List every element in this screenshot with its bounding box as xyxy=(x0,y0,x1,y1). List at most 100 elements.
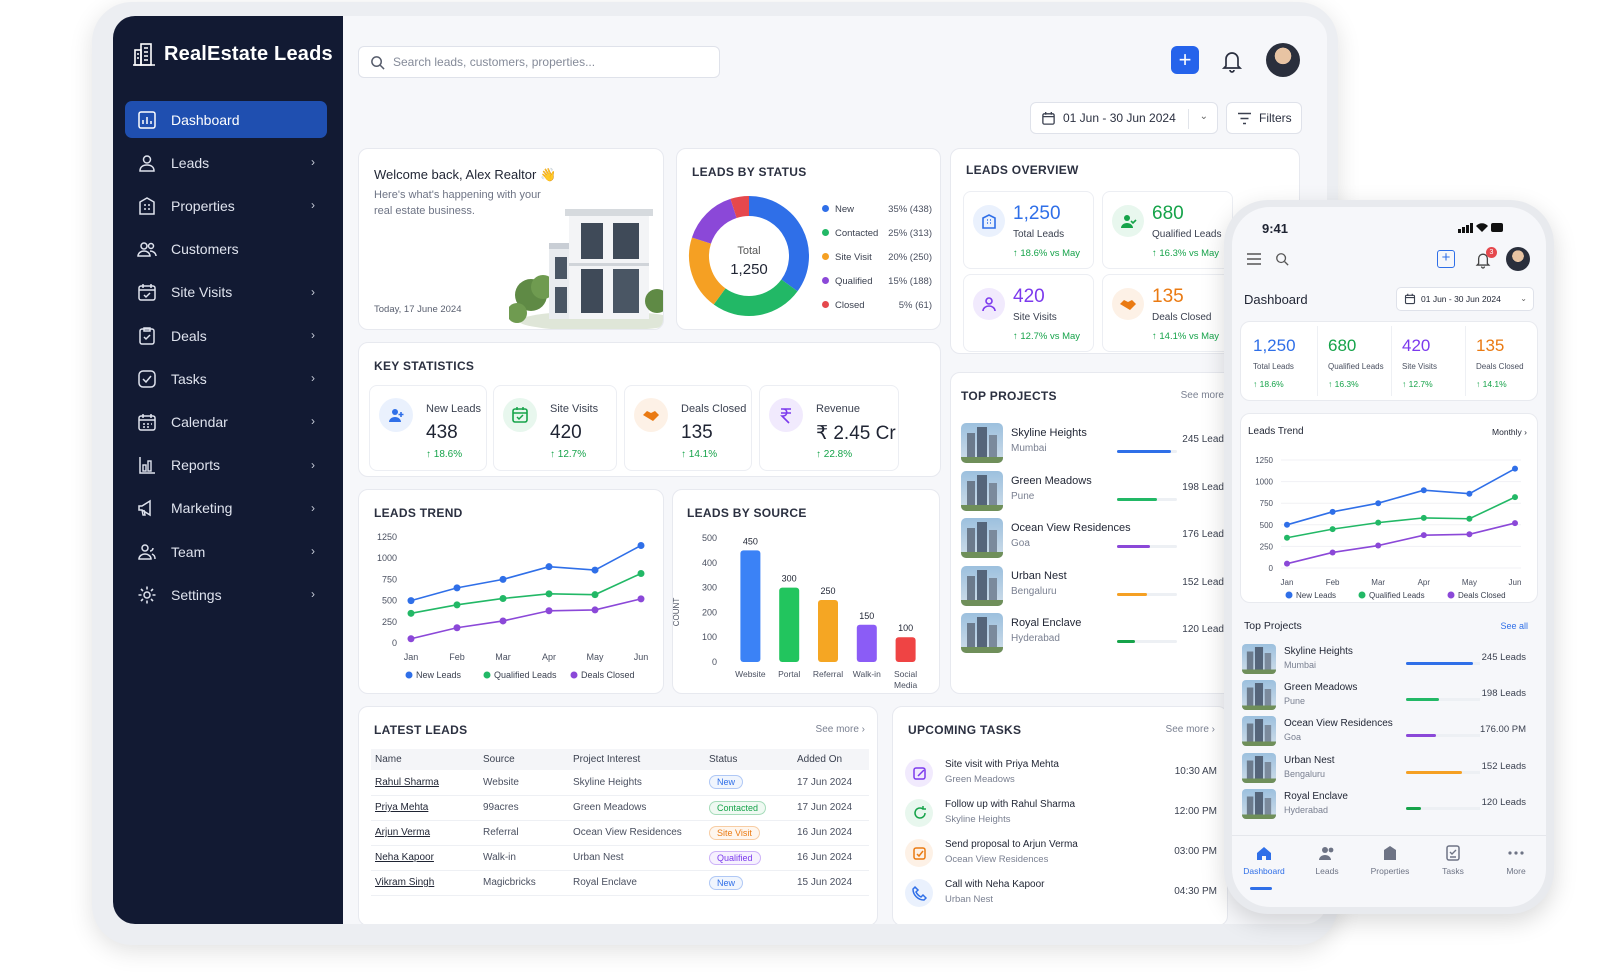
add-button[interactable]: + xyxy=(1171,46,1199,74)
project-item[interactable]: Skyline Heights Mumbai 245 Leads xyxy=(961,421,1229,465)
status-label: Closed xyxy=(835,300,865,311)
phone-see-all[interactable]: See all xyxy=(1500,621,1528,631)
project-name: Urban Nest xyxy=(1284,754,1335,766)
phone-trend-period[interactable]: Monthly › xyxy=(1492,427,1527,437)
project-city: Goa xyxy=(1284,732,1302,743)
task-item[interactable]: Follow up with Rahul Sharma Skyline Heigh… xyxy=(905,797,1217,835)
task-item[interactable]: Site visit with Priya Mehta Green Meadows… xyxy=(905,757,1217,795)
bell-icon[interactable] xyxy=(1475,251,1491,269)
phone-icon xyxy=(905,879,933,907)
overview-stat-site-visits[interactable]: 420 Site Visits ↑ 12.7% vs May xyxy=(963,274,1094,352)
date-range-picker[interactable]: 01 Jun - 30 Jun 2024 ⌄ xyxy=(1030,102,1218,134)
lead-name[interactable]: Neha Kapoor xyxy=(371,845,479,871)
sidebar-item-deals[interactable]: Deals › xyxy=(125,317,327,354)
task-item[interactable]: Send proposal to Arjun Verma Ocean View R… xyxy=(905,837,1217,875)
avatar[interactable] xyxy=(1506,247,1530,271)
table-row[interactable]: Rahul Sharma Website Skyline Heights New 17 … xyxy=(371,770,869,796)
project-item[interactable]: Ocean View Residences Goa 176 Leads xyxy=(961,516,1229,560)
search-input[interactable]: Search leads, customers, properties... xyxy=(358,46,720,78)
project-item[interactable]: Urban Nest Bengaluru 152 Leads xyxy=(961,564,1229,608)
latest-leads-card: LATEST LEADS See more › Name Source Projec… xyxy=(358,706,878,924)
phone-project-item[interactable]: Green Meadows Pune 198 Leads xyxy=(1242,680,1526,712)
plus-icon: + xyxy=(1178,47,1192,72)
lead-status: Site Visit xyxy=(705,820,793,846)
sidebar-item-reports[interactable]: Reports › xyxy=(125,447,327,484)
overview-stat-deals-closed[interactable]: 135 Deals Closed ↑ 14.1% vs May xyxy=(1102,274,1233,352)
table-row[interactable]: Vikram Singh Magicbricks Royal Enclave New 1… xyxy=(371,870,869,896)
overview-stat-total-leads[interactable]: 1,250 Total Leads ↑ 18.6% vs May xyxy=(963,191,1094,269)
sidebar-item-marketing[interactable]: Marketing › xyxy=(125,490,327,527)
overview-stat-qualified-leads[interactable]: 680 Qualified Leads ↑ 16.3% vs May xyxy=(1102,191,1233,269)
lead-name[interactable]: Vikram Singh xyxy=(371,870,479,896)
phone-tab-leads[interactable]: Leads xyxy=(1296,844,1358,876)
key-stat-new-leads[interactable]: New Leads 438 ↑ 18.6% xyxy=(369,385,487,471)
main-content: Search leads, customers, properties... +… xyxy=(343,16,1327,924)
filters-button[interactable]: Filters xyxy=(1226,102,1302,134)
project-lead-count: 152 Leads xyxy=(1182,576,1229,588)
table-row[interactable]: Neha Kapoor Walk-in Urban Nest Qualified 16 … xyxy=(371,845,869,871)
user-plus-icon xyxy=(379,398,413,432)
phone-stat-deals-closed[interactable]: 135 Deals Closed ↑ 14.1% xyxy=(1465,326,1538,396)
phone-tab-dashboard[interactable]: Dashboard xyxy=(1233,844,1295,876)
status-donut-chart xyxy=(689,196,809,316)
lead-name[interactable]: Priya Mehta xyxy=(371,795,479,821)
data-point xyxy=(1466,515,1473,522)
key-stat-site-visits[interactable]: Site Visits 420 ↑ 12.7% xyxy=(493,385,617,471)
phone-project-item[interactable]: Royal Enclave Hyderabad 120 Leads xyxy=(1242,788,1526,821)
sidebar-item-customers[interactable]: Customers xyxy=(125,231,327,268)
lead-name[interactable]: Arjun Verma xyxy=(371,820,479,846)
lead-project: Green Meadows xyxy=(569,795,705,821)
sidebar-item-settings[interactable]: Settings › xyxy=(125,576,327,613)
project-item[interactable]: Green Meadows Pune 198 Leads xyxy=(961,469,1229,513)
sidebar-item-tasks[interactable]: Tasks › xyxy=(125,360,327,397)
bar-walk-in xyxy=(856,624,877,662)
sidebar-item-site-visits[interactable]: Site Visits › xyxy=(125,274,327,311)
x-tick-label: Website xyxy=(735,669,766,679)
data-point xyxy=(453,584,461,592)
table-row[interactable]: Priya Mehta 99acres Green Meadows Contacted… xyxy=(371,795,869,821)
top-projects-see-more[interactable]: See more xyxy=(1180,390,1224,401)
phone-tab-more[interactable]: More xyxy=(1485,844,1546,876)
avatar[interactable] xyxy=(1266,43,1300,77)
phone-stat-qualified-leads[interactable]: 680 Qualified Leads ↑ 16.3% xyxy=(1317,326,1390,396)
chevron-right-icon: › xyxy=(311,457,315,472)
sidebar-item-dashboard[interactable]: Dashboard xyxy=(125,101,327,138)
project-item[interactable]: Royal Enclave Hyderabad 120 Leads xyxy=(961,611,1229,655)
add-button[interactable]: + xyxy=(1437,250,1455,268)
project-thumbnail xyxy=(1242,788,1276,819)
phone-project-item[interactable]: Ocean View Residences Goa 176.00 PM xyxy=(1242,716,1526,748)
lead-project: Ocean View Residences xyxy=(569,820,705,846)
sidebar-item-label: Team xyxy=(171,543,206,560)
bell-icon[interactable] xyxy=(1221,49,1243,73)
project-city: Hyderabad xyxy=(1284,804,1329,815)
phone-project-item[interactable]: Urban Nest Bengaluru 152 Leads xyxy=(1242,752,1526,785)
phone-stat-total-leads[interactable]: 1,250 Total Leads ↑ 18.6% xyxy=(1243,326,1316,396)
task-subtitle: Ocean View Residences xyxy=(945,854,1049,865)
edit-icon xyxy=(905,759,933,787)
y-tick-label: 1250 xyxy=(377,532,397,542)
sidebar-item-properties[interactable]: Properties › xyxy=(125,187,327,224)
lead-project: Skyline Heights xyxy=(569,770,705,796)
sidebar-item-calendar[interactable]: Calendar › xyxy=(125,403,327,440)
task-item[interactable]: Call with Neha Kapoor Urban Nest 04:30 PM xyxy=(905,877,1217,915)
sidebar-item-label: Leads xyxy=(171,154,210,171)
phone-tab-tasks[interactable]: Tasks xyxy=(1422,844,1484,876)
sidebar-item-leads[interactable]: Leads › xyxy=(125,144,327,181)
phone-date-picker[interactable]: 01 Jun - 30 Jun 2024 ⌄ xyxy=(1396,287,1534,311)
data-point xyxy=(1512,465,1518,472)
sidebar-item-team[interactable]: Team › xyxy=(125,533,327,570)
upcoming-tasks-card: UPCOMING TASKS See more › Site visit wit… xyxy=(892,706,1228,924)
y-tick-label: 200 xyxy=(702,607,717,617)
key-stat-deals-closed[interactable]: Deals Closed 135 ↑ 14.1% xyxy=(624,385,752,471)
leads-trend-title: LEADS TREND xyxy=(374,506,463,520)
key-stat-revenue[interactable]: Revenue ₹ 2.45 Cr ↑ 22.8% xyxy=(759,385,899,471)
search-icon[interactable] xyxy=(1275,252,1289,266)
phone-tab-properties[interactable]: Properties xyxy=(1359,844,1421,876)
latest-leads-see-more[interactable]: See more › xyxy=(815,724,865,735)
upcoming-tasks-see-more[interactable]: See more › xyxy=(1165,724,1215,735)
menu-icon[interactable] xyxy=(1246,253,1262,265)
table-row[interactable]: Arjun Verma Referral Ocean View Residences… xyxy=(371,820,869,846)
phone-project-item[interactable]: Skyline Heights Mumbai 245 Leads xyxy=(1242,644,1526,676)
phone-stat-site-visits[interactable]: 420 Site Visits ↑ 12.7% xyxy=(1391,326,1464,396)
lead-name[interactable]: Rahul Sharma xyxy=(371,770,479,796)
